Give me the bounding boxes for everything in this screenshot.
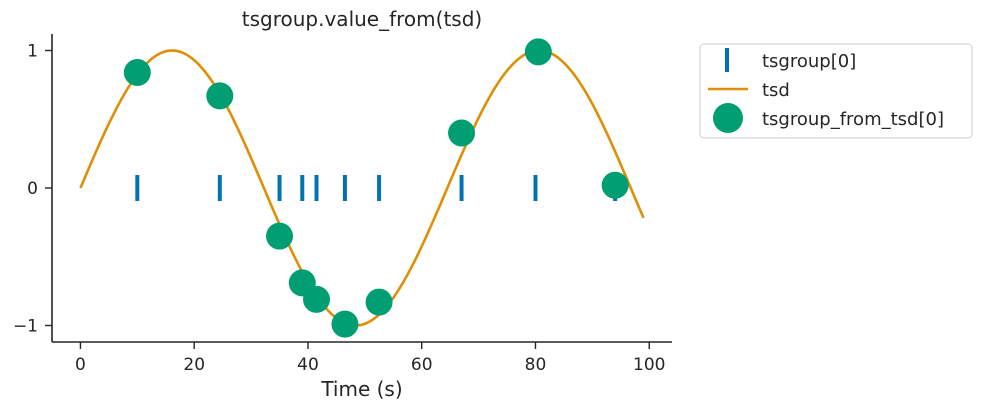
tsgroup-from-tsd-points bbox=[123, 38, 629, 338]
x-tick-label: 20 bbox=[183, 355, 205, 375]
x-ticks: 0 20 40 60 80 100 bbox=[75, 342, 665, 375]
tsgroup-from-tsd-point bbox=[123, 59, 151, 86]
legend-label-tsgroup-from-tsd: tsgroup_from_tsd[0] bbox=[762, 109, 944, 130]
y-tick-label: 1 bbox=[27, 42, 38, 62]
x-tick-label: 80 bbox=[525, 355, 547, 375]
legend-label-tsgroup: tsgroup[0] bbox=[762, 51, 856, 72]
tsgroup-from-tsd-point bbox=[302, 285, 330, 313]
axes: 0 20 40 60 80 100 −1 0 1 bbox=[13, 34, 672, 375]
y-tick-label: 0 bbox=[27, 179, 38, 199]
tsgroup-from-tsd-point bbox=[601, 171, 629, 199]
tsgroup-from-tsd-point bbox=[365, 288, 393, 316]
x-tick-label: 100 bbox=[633, 355, 665, 375]
legend: tsgroup[0] tsd tsgroup_from_tsd[0] bbox=[699, 43, 973, 139]
tsgroup-from-tsd-point bbox=[206, 82, 234, 110]
x-tick-label: 40 bbox=[297, 355, 319, 375]
legend-label-tsd: tsd bbox=[762, 80, 790, 101]
legend-frame bbox=[699, 43, 973, 139]
y-ticks: −1 0 1 bbox=[13, 42, 52, 337]
tsgroup-from-tsd-point bbox=[331, 310, 359, 338]
tsgroup-from-tsd-point bbox=[524, 38, 552, 66]
tsgroup-from-tsd-point bbox=[266, 222, 294, 250]
x-axis-label: Time (s) bbox=[320, 377, 402, 401]
y-tick-label: −1 bbox=[13, 317, 38, 337]
chart-title: tsgroup.value_from(tsd) bbox=[242, 7, 482, 31]
x-tick-label: 60 bbox=[411, 355, 433, 375]
legend-tsgroup-from-tsd-marker bbox=[713, 103, 743, 133]
x-tick-label: 0 bbox=[75, 355, 86, 375]
plot-area bbox=[79, 38, 645, 338]
tsgroup-from-tsd-point bbox=[448, 119, 476, 147]
tsd-line bbox=[79, 49, 645, 327]
tsgroup-ticks bbox=[135, 175, 618, 201]
